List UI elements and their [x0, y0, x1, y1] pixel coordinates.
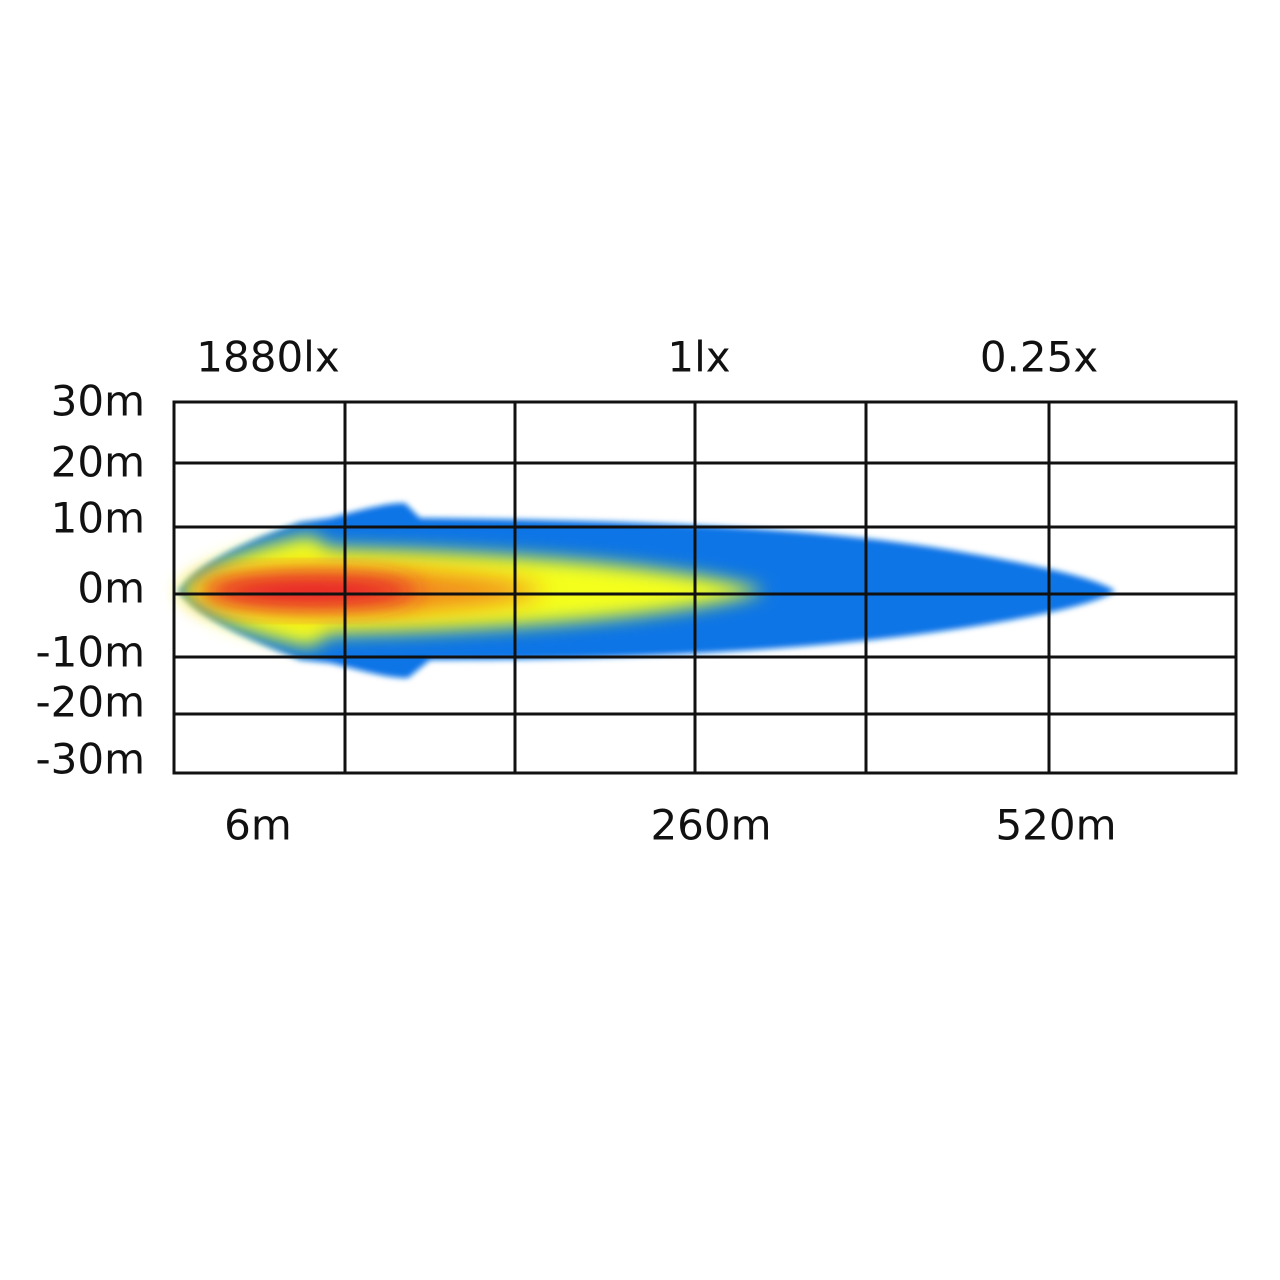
y-label: 30m: [51, 377, 145, 426]
beam-red: [198, 574, 420, 608]
y-label: 0m: [77, 564, 145, 613]
y-label: -20m: [35, 678, 145, 727]
grid: [172, 400, 1238, 775]
beam: [178, 503, 1115, 678]
lux-label: 0.25x: [980, 333, 1098, 382]
lux-label: 1lx: [667, 333, 730, 382]
lux-label: 1880lx: [196, 333, 339, 382]
distance-labels: 6m 260m 520m: [224, 801, 1116, 850]
y-label: -10m: [35, 628, 145, 677]
lux-labels: 1880lx 1lx 0.25x: [196, 333, 1098, 382]
grid-frame: [172, 400, 1238, 775]
distance-label: 520m: [995, 801, 1116, 850]
distance-label: 6m: [224, 801, 292, 850]
distance-label: 260m: [650, 801, 771, 850]
y-label: -30m: [35, 735, 145, 784]
y-label: 20m: [51, 438, 145, 487]
y-axis-labels: 30m 20m 10m 0m -10m -20m -30m: [35, 377, 145, 784]
y-label: 10m: [51, 494, 145, 543]
